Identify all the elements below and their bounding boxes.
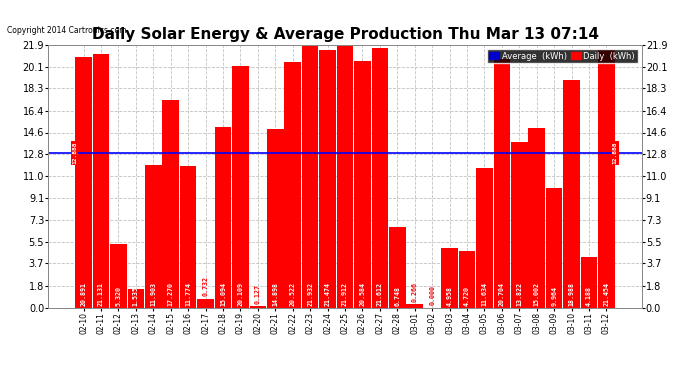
- Bar: [476, 168, 493, 308]
- Text: 21.474: 21.474: [324, 282, 331, 306]
- Text: 5.320: 5.320: [115, 286, 121, 306]
- Bar: [145, 165, 161, 308]
- Text: 0.732: 0.732: [203, 276, 208, 296]
- Bar: [354, 61, 371, 308]
- Text: 21.131: 21.131: [98, 282, 104, 306]
- Bar: [75, 57, 92, 308]
- Bar: [319, 50, 336, 308]
- Bar: [232, 66, 248, 308]
- Text: 20.891: 20.891: [81, 282, 86, 306]
- Bar: [128, 289, 144, 308]
- Bar: [372, 48, 388, 308]
- Text: 11.903: 11.903: [150, 282, 156, 306]
- Bar: [546, 188, 562, 308]
- Bar: [267, 129, 284, 308]
- Text: 15.002: 15.002: [534, 282, 540, 306]
- Bar: [162, 100, 179, 308]
- Bar: [563, 80, 580, 308]
- Bar: [215, 127, 231, 308]
- Bar: [302, 45, 318, 308]
- Text: 21.932: 21.932: [307, 282, 313, 306]
- Text: 14.898: 14.898: [273, 282, 278, 306]
- Text: 1.535: 1.535: [133, 286, 139, 306]
- Title: Daily Solar Energy & Average Production Thu Mar 13 07:14: Daily Solar Energy & Average Production …: [92, 27, 598, 42]
- Bar: [337, 45, 353, 308]
- Text: 20.109: 20.109: [237, 282, 244, 306]
- Text: 20.584: 20.584: [359, 282, 366, 306]
- Text: 9.964: 9.964: [551, 286, 557, 306]
- Text: 4.958: 4.958: [446, 286, 453, 306]
- Bar: [493, 59, 510, 308]
- Text: 0.127: 0.127: [255, 284, 261, 304]
- Text: 20.522: 20.522: [290, 282, 296, 306]
- Bar: [581, 257, 598, 307]
- Bar: [92, 54, 109, 307]
- Text: 4.720: 4.720: [464, 286, 470, 306]
- Bar: [406, 304, 423, 307]
- Text: 4.188: 4.188: [586, 286, 592, 306]
- Text: 12.888: 12.888: [72, 142, 77, 164]
- Text: 6.748: 6.748: [394, 286, 400, 306]
- Bar: [511, 142, 528, 308]
- Text: 20.704: 20.704: [499, 282, 505, 306]
- Bar: [389, 226, 406, 308]
- Bar: [442, 248, 458, 308]
- Legend: Average  (kWh), Daily  (kWh): Average (kWh), Daily (kWh): [486, 49, 638, 63]
- Text: 11.774: 11.774: [185, 282, 191, 306]
- Text: 15.094: 15.094: [220, 282, 226, 306]
- Bar: [110, 244, 127, 308]
- Text: 21.454: 21.454: [604, 282, 609, 306]
- Bar: [459, 251, 475, 308]
- Text: 0.266: 0.266: [412, 282, 417, 302]
- Bar: [529, 128, 545, 308]
- Text: 12.888: 12.888: [613, 142, 618, 164]
- Text: 17.270: 17.270: [168, 282, 174, 306]
- Text: 21.912: 21.912: [342, 282, 348, 306]
- Bar: [284, 62, 301, 308]
- Bar: [250, 306, 266, 308]
- Text: 11.634: 11.634: [482, 282, 487, 306]
- Bar: [180, 166, 197, 308]
- Text: 21.612: 21.612: [377, 282, 383, 306]
- Bar: [197, 299, 214, 307]
- Text: 18.988: 18.988: [569, 282, 575, 306]
- Bar: [598, 50, 615, 308]
- Text: Copyright 2014 Cartronics.com: Copyright 2014 Cartronics.com: [7, 26, 126, 35]
- Text: 0.000: 0.000: [429, 285, 435, 305]
- Text: 13.822: 13.822: [516, 282, 522, 306]
